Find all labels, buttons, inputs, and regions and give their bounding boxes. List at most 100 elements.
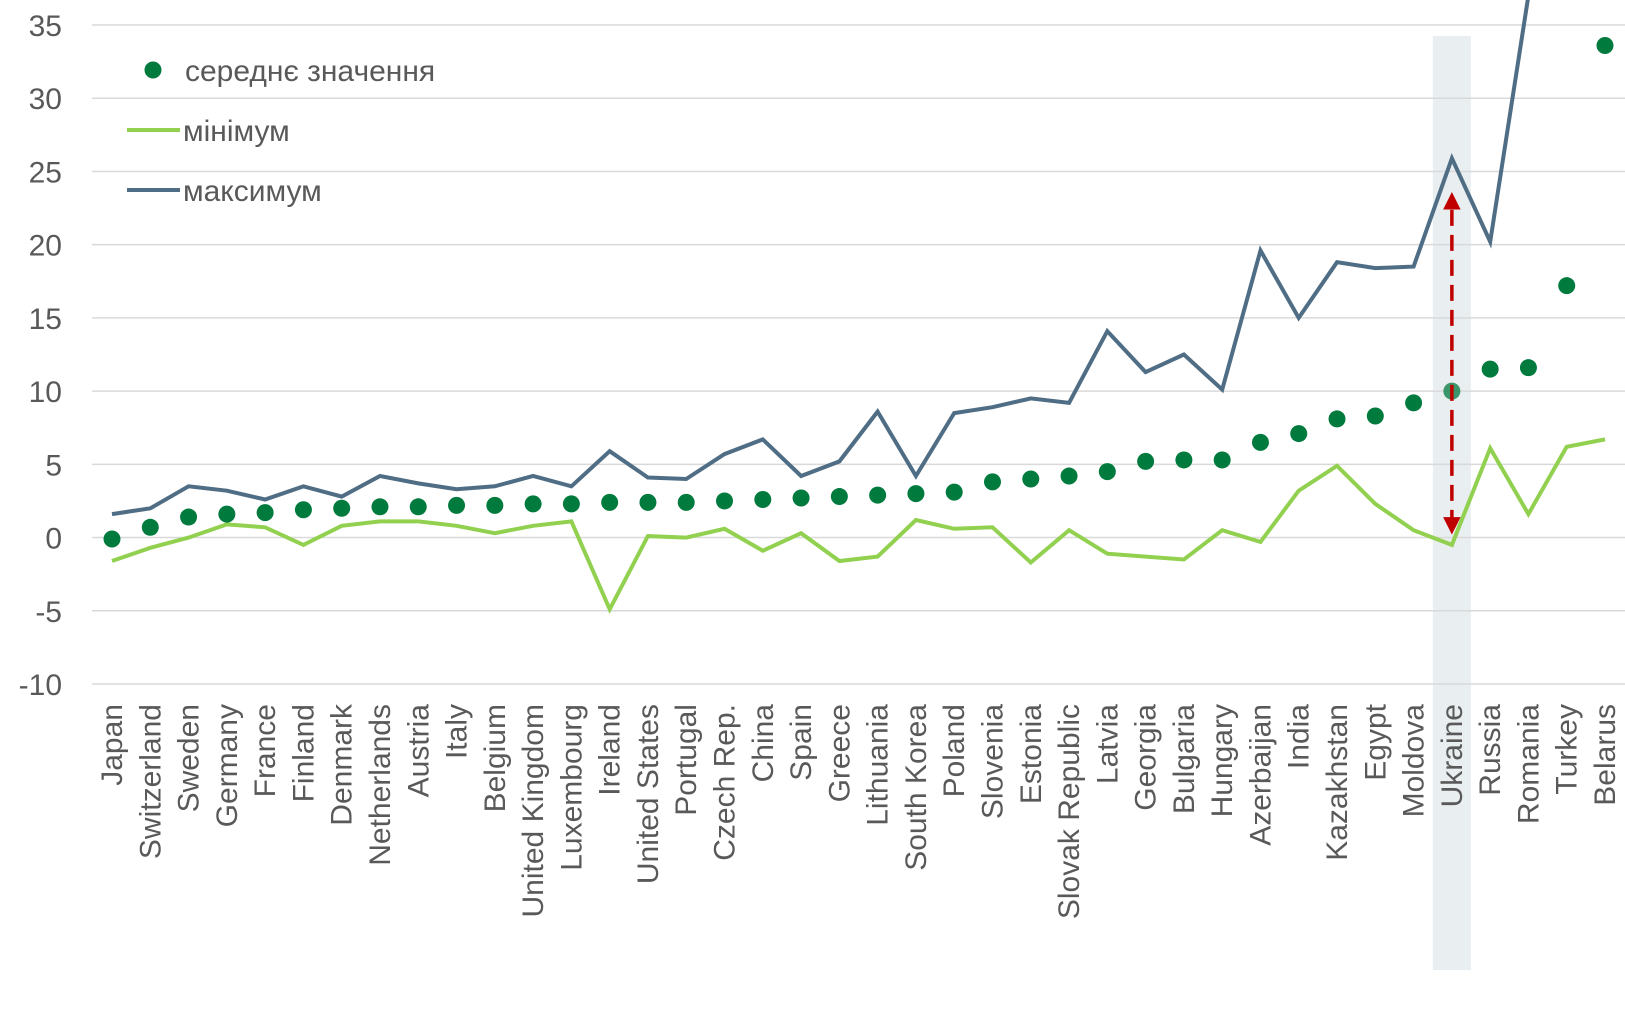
data-point xyxy=(677,493,695,511)
y-tick-label: 10 xyxy=(29,376,62,409)
series-line-максимум xyxy=(111,0,1530,517)
x-tick-label: Luxembourg xyxy=(555,704,588,871)
x-tick-label: Moldova xyxy=(1398,704,1431,818)
x-tick-label: Azerbaijan xyxy=(1244,704,1277,846)
x-tick-label: Lithuania xyxy=(862,704,895,826)
x-tick-label: Kazakhstan xyxy=(1321,704,1354,861)
x-tick-label: Germany xyxy=(211,704,244,827)
legend-label: мінімум xyxy=(183,115,290,148)
x-tick-label: Denmark xyxy=(326,703,359,826)
x-tick-label: Netherlands xyxy=(364,704,397,866)
x-tick-label: China xyxy=(747,704,780,783)
data-point xyxy=(1175,451,1193,469)
x-tick-label: Austria xyxy=(402,704,435,798)
data-point xyxy=(448,496,466,514)
y-tick-label: 30 xyxy=(29,83,62,116)
data-point xyxy=(180,508,198,526)
x-axis-labels: Japan Switzerland Sweden Germany France Finla… xyxy=(96,703,1622,919)
data-point xyxy=(1060,467,1078,485)
data-point xyxy=(639,493,657,511)
y-tick-label: 20 xyxy=(29,230,62,263)
data-point xyxy=(1558,277,1576,295)
x-tick-label: Spain xyxy=(785,704,818,781)
data-point xyxy=(792,489,810,507)
data-point xyxy=(907,485,925,503)
legend-label: середнє значення xyxy=(185,55,435,88)
x-tick-label: Georgia xyxy=(1130,704,1163,811)
data-point xyxy=(1098,463,1116,481)
data-point xyxy=(830,488,848,506)
gridlines xyxy=(92,24,1625,685)
data-point xyxy=(1596,37,1614,55)
data-point xyxy=(524,495,542,513)
data-point xyxy=(294,501,312,519)
data-point xyxy=(754,490,772,508)
x-tick-label: Latvia xyxy=(1091,704,1124,784)
data-point xyxy=(1137,452,1155,470)
x-tick-label: Switzerland xyxy=(134,704,167,859)
y-tick-label: 35 xyxy=(29,10,62,43)
data-point xyxy=(371,498,389,516)
x-tick-label: Russia xyxy=(1474,704,1507,796)
data-point xyxy=(103,530,121,548)
legend-label: максимум xyxy=(183,175,322,208)
data-point xyxy=(486,496,504,514)
y-tick-label: 25 xyxy=(29,156,62,189)
x-tick-label: Hungary xyxy=(1206,704,1239,817)
x-tick-label: Belarus xyxy=(1589,704,1622,806)
data-point xyxy=(141,518,159,536)
x-tick-label: Greece xyxy=(823,704,856,802)
x-tick-label: Japan xyxy=(96,704,129,786)
x-tick-label: Poland xyxy=(938,704,971,797)
y-tick-label: 0 xyxy=(45,523,62,556)
data-point xyxy=(869,486,887,504)
highlight-band-ukraine xyxy=(1432,36,1471,970)
series-dots xyxy=(103,37,1614,548)
data-point xyxy=(1481,360,1499,378)
x-tick-label: Romania xyxy=(1512,704,1545,824)
x-tick-label: Ukraine xyxy=(1436,704,1469,807)
x-tick-label: India xyxy=(1283,704,1316,769)
y-tick-label: -10 xyxy=(19,669,62,702)
data-point xyxy=(333,499,351,517)
data-point xyxy=(218,505,236,523)
y-tick-label: -5 xyxy=(35,596,62,629)
x-tick-label: Slovenia xyxy=(976,704,1009,819)
data-point xyxy=(945,483,963,501)
y-axis-ticks: -10 -5 0 5 10 15 20 25 30 35 xyxy=(19,10,62,702)
data-point xyxy=(601,493,619,511)
y-tick-label: 5 xyxy=(45,449,62,482)
x-tick-label: Egypt xyxy=(1359,703,1392,780)
x-tick-label: Portugal xyxy=(670,704,703,816)
data-point xyxy=(256,504,274,522)
x-tick-label: South Korea xyxy=(900,704,933,871)
x-tick-label: Czech Rep. xyxy=(709,704,742,861)
data-point xyxy=(1328,410,1346,428)
series-lines xyxy=(111,0,1606,614)
data-point xyxy=(1213,451,1231,469)
x-tick-label: Slovak Republic xyxy=(1053,704,1086,919)
x-tick-label: United States xyxy=(632,704,665,884)
data-point xyxy=(983,473,1001,491)
x-tick-label: Finland xyxy=(287,704,320,802)
data-point xyxy=(716,492,734,510)
data-point xyxy=(562,495,580,513)
x-tick-label: Sweden xyxy=(173,704,206,812)
x-tick-label: Bulgaria xyxy=(1168,704,1201,814)
legend-marker-dot xyxy=(144,61,162,79)
data-point xyxy=(1366,407,1384,425)
data-point xyxy=(1290,425,1308,443)
x-tick-label: Estonia xyxy=(1015,704,1048,804)
x-tick-label: United Kingdom xyxy=(517,704,550,917)
data-point xyxy=(1405,394,1423,412)
data-point xyxy=(1022,470,1040,488)
data-point xyxy=(1251,433,1269,451)
legend: середнє значення мінімум максимум xyxy=(127,55,435,208)
series-line-мінімум xyxy=(111,437,1606,614)
y-tick-label: 15 xyxy=(29,303,62,336)
x-tick-label: Ireland xyxy=(594,704,627,796)
x-tick-label: Turkey xyxy=(1551,704,1584,795)
data-point xyxy=(409,498,427,516)
data-point xyxy=(1519,359,1537,377)
